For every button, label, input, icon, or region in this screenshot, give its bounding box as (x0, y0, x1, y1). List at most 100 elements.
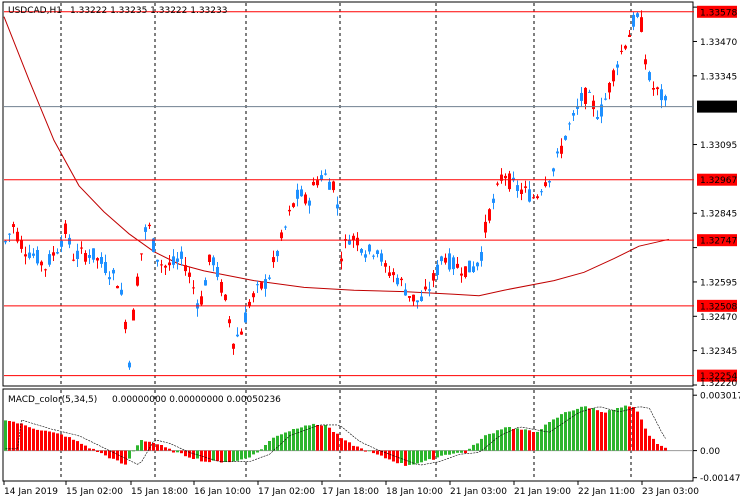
candle-body (592, 100, 595, 110)
time-tick-label: 17 Jan 18:00 (322, 487, 379, 497)
level-label-box (697, 5, 737, 18)
candle-body (12, 224, 15, 227)
candle-body (652, 88, 655, 90)
candle-body (424, 286, 427, 290)
candle-body (484, 221, 487, 233)
current-price-label: 1.33233 (700, 103, 737, 113)
level-label: 1.32254 (700, 372, 737, 382)
level-label: 1.33578 (700, 8, 737, 18)
candle-body (448, 253, 451, 270)
level-label-box (697, 299, 737, 312)
candle-body (388, 272, 391, 276)
macd-bar (620, 407, 623, 451)
macd-values-label: 0.00000000 0.00000000 0.00050236 (112, 395, 281, 405)
candle-body (240, 331, 243, 335)
macd-bar (228, 450, 231, 463)
candle-body (160, 264, 163, 266)
macd-bar (236, 450, 239, 461)
ohlc-label: 1.33222 1.33235 1.33222 1.33233 (70, 6, 227, 16)
macd-bar (360, 448, 363, 451)
candle-body (408, 296, 411, 298)
macd-bar (548, 422, 551, 451)
candle-body (532, 197, 535, 199)
candle-body (256, 284, 259, 286)
candle-body (228, 319, 231, 324)
candle-body (304, 194, 307, 204)
macd-bar (448, 450, 451, 455)
candle-body (576, 106, 579, 109)
candle-body (272, 257, 275, 263)
candle-body (248, 301, 251, 307)
candle-body (204, 280, 207, 286)
macd-bar (244, 450, 247, 459)
macd-bar (308, 425, 311, 451)
candle-body (612, 70, 615, 82)
candle-body (40, 261, 43, 266)
macd-bar (224, 450, 227, 462)
macd-bar (388, 450, 391, 460)
price-panel-frame (2, 1, 694, 387)
candle-body (540, 191, 543, 193)
macd-bar (132, 450, 135, 452)
macd-bar (372, 450, 375, 454)
candle-body (180, 251, 183, 259)
candle-body (600, 104, 603, 117)
macd-bar (540, 429, 543, 451)
macd-bar (504, 427, 507, 451)
candle-body (572, 113, 575, 116)
candle-body (564, 135, 567, 140)
candle-body (224, 294, 227, 301)
macd-bar (248, 450, 251, 458)
macd-bar (220, 450, 223, 463)
macd-bar (296, 428, 299, 451)
candle-body (512, 177, 515, 181)
candle-body (212, 257, 215, 266)
macd-bar (464, 450, 467, 454)
candle-body (236, 334, 239, 337)
macd-bar (412, 450, 415, 465)
level-label-box (697, 369, 737, 382)
level-label-box (697, 234, 737, 247)
candle-body (432, 273, 435, 281)
candle-body (144, 227, 147, 232)
macd-bar (100, 450, 103, 454)
candle-body (428, 289, 431, 291)
macd-bar (252, 450, 255, 455)
macd-bar (624, 405, 627, 451)
candle-body (656, 87, 659, 90)
price-tick-label: 1.33345 (700, 72, 737, 82)
candle-body (580, 93, 583, 101)
macd-bar (404, 450, 407, 466)
macd-bar (68, 437, 71, 451)
candle-body (44, 269, 47, 271)
time-tick-label: 15 Jan 02:00 (66, 487, 123, 497)
candle-body (60, 240, 63, 247)
moving-average-line (3, 16, 670, 297)
macd-bar (212, 450, 215, 461)
macd-bar (348, 442, 351, 451)
candle-body (296, 189, 299, 199)
candle-body (556, 151, 559, 154)
macd-bar (460, 450, 463, 453)
candle-body (416, 300, 419, 303)
macd-bar (592, 408, 595, 451)
candle-body (140, 253, 143, 255)
candle-body (136, 276, 139, 286)
macd-bar (216, 450, 219, 462)
macd-bar (500, 429, 503, 451)
symbol-label: USDCAD,H1 (8, 6, 62, 16)
candle-body (356, 237, 359, 246)
macd-bar (36, 429, 39, 451)
macd-bar (176, 450, 179, 453)
candle-body (84, 253, 87, 262)
time-tick-label: 18 Jan 10:00 (386, 487, 443, 497)
macd-bar (124, 450, 127, 465)
candle-body (88, 255, 91, 258)
macd-bar (396, 450, 399, 464)
time-tick-label: 15 Jan 18:00 (131, 487, 188, 497)
time-tick-label: 22 Jan 11:00 (578, 487, 635, 497)
candle-body (400, 278, 403, 281)
candle-body (632, 14, 635, 27)
candle-body (128, 362, 131, 368)
